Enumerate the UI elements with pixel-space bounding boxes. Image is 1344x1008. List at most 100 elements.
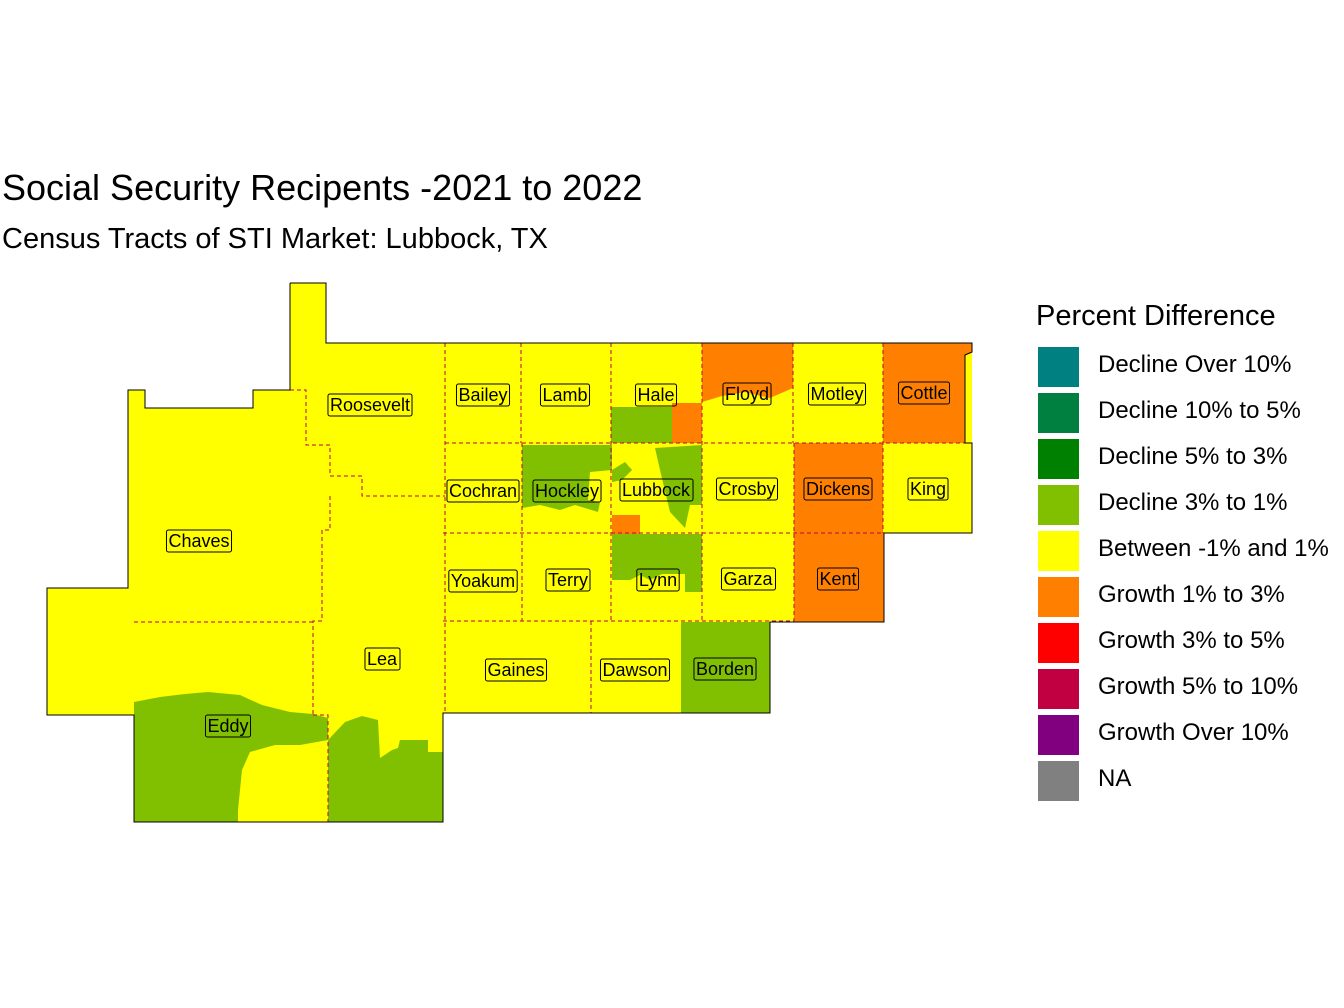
legend-swatch: [1037, 668, 1080, 710]
legend-label: Growth 5% to 10%: [1098, 673, 1299, 700]
legend-label: Decline Over 10%: [1098, 351, 1292, 378]
county-name: Hale: [637, 385, 674, 405]
county-name: Chaves: [168, 531, 229, 551]
legend-swatch: [1037, 530, 1080, 572]
county-name: Kent: [819, 569, 856, 589]
region-lubbock-orange: [612, 515, 640, 534]
region-lynn: [612, 534, 702, 592]
legend-swatch: [1037, 622, 1080, 664]
legend-item: Decline 3% to 1%: [1036, 482, 1344, 528]
county-label-box: [204, 714, 252, 738]
legend-swatch: [1037, 392, 1080, 434]
county-label-cochran: Cochran: [446, 479, 520, 503]
county-label-box: [807, 382, 867, 406]
legend-item: Between -1% and 1%: [1036, 528, 1344, 574]
county-label-box: [165, 529, 233, 553]
legend-swatch: [1037, 484, 1080, 526]
county-name: Hockley: [535, 481, 599, 501]
county-name: Lea: [367, 649, 398, 669]
legend-item: Decline 10% to 5%: [1036, 390, 1344, 436]
county-name: Lynn: [639, 570, 677, 590]
county-label-yoakum: Yoakum: [448, 569, 518, 593]
region-hockley: [522, 445, 612, 512]
legend-label: Decline 3% to 1%: [1098, 489, 1288, 516]
region-lea-south-green: [328, 716, 443, 822]
county-label-box: [327, 393, 413, 417]
county-label-box: [722, 382, 772, 406]
county-label-box: [907, 477, 949, 501]
county-labels: Roosevelt Bailey Lamb Hale Floyd Motley Cottle…: [165, 381, 951, 738]
county-label-box: [619, 478, 694, 502]
region-lubbock-green-2: [612, 462, 632, 482]
region-cottle: [883, 343, 972, 443]
county-name: Crosby: [718, 479, 775, 499]
county-label-eddy: Eddy: [204, 714, 252, 738]
county-label-box: [636, 568, 680, 592]
county-label-box: [539, 383, 591, 407]
region-hale-orange: [672, 403, 702, 443]
county-label-box: [715, 477, 779, 501]
border-chaves-lea: [312, 496, 331, 715]
legend: Percent Difference Decline Over 10% Decli…: [1036, 296, 1344, 804]
county-name: Roosevelt: [330, 395, 410, 415]
county-borders: [134, 343, 972, 822]
county-name: Dickens: [806, 479, 870, 499]
legend-item: Growth 1% to 3%: [1036, 574, 1344, 620]
legend-items: Decline Over 10% Decline 10% to 5% Decline…: [1036, 344, 1344, 804]
county-label-dickens: Dickens: [803, 477, 873, 501]
county-label-lubbock: Lubbock: [619, 478, 694, 502]
county-label-lynn: Lynn: [636, 568, 680, 592]
county-label-box: [455, 383, 511, 407]
county-name: Terry: [548, 570, 588, 590]
county-label-box: [484, 658, 548, 682]
county-name: Yoakum: [451, 571, 515, 591]
county-name: Floyd: [725, 384, 769, 404]
county-name: Cochran: [449, 481, 517, 501]
legend-item: Decline Over 10%: [1036, 344, 1344, 390]
county-label-box: [816, 567, 860, 591]
county-label-floyd: Floyd: [722, 382, 772, 406]
legend-label: Growth 1% to 3%: [1098, 581, 1285, 608]
region-hale-green: [611, 407, 672, 443]
county-label-box: [545, 568, 591, 592]
county-label-lamb: Lamb: [539, 383, 591, 407]
county-label-box: [897, 381, 951, 405]
county-name: Lamb: [542, 385, 587, 405]
county-label-motley: Motley: [807, 382, 867, 406]
county-name: Borden: [696, 659, 754, 679]
region-lubbock-green: [655, 445, 702, 528]
legend-item: Growth 3% to 5%: [1036, 620, 1344, 666]
map-subtitle: Census Tracts of STI Market: Lubbock, TX: [2, 223, 548, 255]
county-label-kent: Kent: [816, 567, 860, 591]
county-label-box: [532, 479, 602, 503]
county-label-bailey: Bailey: [455, 383, 511, 407]
county-label-box: [720, 567, 776, 591]
county-label-box: [448, 569, 518, 593]
county-label-box: [693, 657, 757, 681]
legend-label: Between -1% and 1%: [1098, 535, 1329, 562]
county-name: King: [910, 479, 946, 499]
region-borden: [681, 622, 770, 713]
county-label-box: [599, 658, 671, 682]
legend-item: NA: [1036, 758, 1344, 804]
county-label-hockley: Hockley: [532, 479, 602, 503]
county-label-dawson: Dawson: [599, 658, 671, 682]
legend-item: Decline 5% to 3%: [1036, 436, 1344, 482]
legend-swatch: [1037, 760, 1080, 802]
county-name: Cottle: [900, 383, 947, 403]
county-label-box: [446, 479, 520, 503]
border-eddy-lea: [313, 714, 329, 822]
county-label-borden: Borden: [693, 657, 757, 681]
county-name: Garza: [723, 569, 773, 589]
region-eddy-green: [134, 692, 328, 822]
legend-title: Percent Difference: [1036, 300, 1276, 332]
county-label-box: [364, 647, 401, 671]
county-label-terry: Terry: [545, 568, 591, 592]
legend-label: Growth 3% to 5%: [1098, 627, 1285, 654]
legend-label: Decline 10% to 5%: [1098, 397, 1301, 424]
county-label-roosevelt: Roosevelt: [327, 393, 413, 417]
county-label-king: King: [907, 477, 949, 501]
county-label-crosby: Crosby: [715, 477, 779, 501]
county-label-cottle: Cottle: [897, 381, 951, 405]
